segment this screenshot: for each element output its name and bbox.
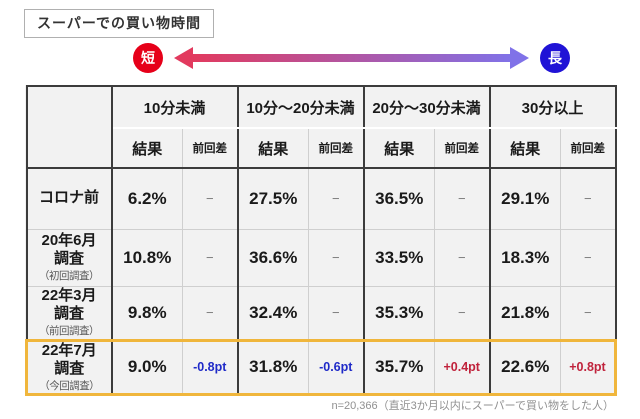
result-cell: 18.3% — [488, 228, 561, 287]
result-header: 結果 — [110, 127, 183, 169]
row-sublabel: （初回調査） — [39, 270, 100, 283]
table-row: 20年6月 調査 （初回調査） 10.8% −36.6% −33.5% −18.3% − — [26, 228, 616, 287]
table-body: コロナ前 6.2% −27.5% −36.5% −29.1% −20年6月 調査 （初回調査）… — [25, 167, 617, 397]
col-group-header: 10分～20分未満 — [236, 85, 364, 129]
result-cell: 9.8% — [110, 285, 183, 341]
result-cell: 32.4% — [236, 285, 309, 341]
result-header: 結果 — [488, 127, 561, 169]
diff-cell: − — [434, 167, 490, 230]
diff-header: 前回差 — [434, 127, 490, 169]
result-header: 結果 — [362, 127, 435, 169]
row-sublabel: （前回調査） — [39, 325, 100, 338]
long-badge: 長 — [540, 43, 570, 73]
results-table: 10分未満 10分～20分未満 20分～30分未満 30分以上 結果 前回差 結果 前回差 結果… — [25, 85, 617, 397]
diff-cell: − — [560, 285, 616, 341]
diff-cell: − — [434, 228, 490, 287]
row-label: 20年6月 調査 （初回調査） — [26, 228, 113, 287]
diff-header: 前回差 — [182, 127, 238, 169]
result-cell: 10.8% — [110, 228, 183, 287]
result-cell: 35.3% — [362, 285, 435, 341]
gradient-double-arrow — [174, 46, 529, 70]
diff-cell: − — [560, 228, 616, 287]
result-cell: 27.5% — [236, 167, 309, 230]
duration-scale: 短 長 — [133, 42, 570, 74]
result-cell: 35.7% — [362, 338, 435, 397]
result-cell: 21.8% — [488, 285, 561, 341]
result-cell: 29.1% — [488, 167, 561, 230]
table-row: 22年7月 調査 （今回調査） 9.0% -0.8pt 31.8% -0.6pt 35.7% +… — [25, 338, 617, 397]
header-row-groups: 10分未満 10分～20分未満 20分～30分未満 30分以上 — [26, 85, 616, 169]
arrow-right-head-icon — [510, 47, 529, 69]
diff-cell: − — [308, 167, 364, 230]
result-cell: 22.6% — [488, 338, 561, 397]
diff-cell: − — [308, 285, 364, 341]
row-label: コロナ前 — [26, 167, 113, 230]
diff-header: 前回差 — [560, 127, 616, 169]
table-row: コロナ前 6.2% −27.5% −36.5% −29.1% − — [26, 167, 616, 230]
corner-cell — [26, 85, 113, 169]
result-cell: 36.6% — [236, 228, 309, 287]
result-header: 結果 — [236, 127, 309, 169]
arrow-shaft — [191, 54, 512, 62]
diff-cell: − — [182, 285, 238, 341]
row-sublabel: （今回調査） — [39, 380, 100, 392]
diff-header: 前回差 — [308, 127, 364, 169]
result-cell: 31.8% — [236, 338, 309, 397]
diff-cell: +0.4pt — [434, 338, 490, 397]
result-cell: 6.2% — [110, 167, 183, 230]
sample-size-note: n=20,366（直近3か月以内にスーパーで買い物をした人） — [331, 400, 614, 412]
diff-cell: -0.8pt — [182, 338, 238, 397]
col-group-header: 20分～30分未満 — [362, 85, 490, 129]
col-group-header: 10分未満 — [110, 85, 238, 129]
table-row: 22年3月 調査 （前回調査） 9.8% −32.4% −35.3% −21.8% − — [26, 285, 616, 341]
row-label: 22年7月 調査 （今回調査） — [25, 338, 113, 397]
result-cell: 33.5% — [362, 228, 435, 287]
diff-cell: − — [182, 167, 238, 230]
arrow-left-head-icon — [174, 47, 193, 69]
diff-cell: -0.6pt — [308, 338, 364, 397]
short-badge: 短 — [133, 43, 163, 73]
diff-cell: − — [308, 228, 364, 287]
col-group-header: 30分以上 — [488, 85, 616, 129]
diff-cell: − — [182, 228, 238, 287]
result-cell: 9.0% — [110, 338, 183, 397]
header-row-sub: 結果 前回差 結果 前回差 結果 前回差 結果 前回差 — [27, 127, 616, 169]
result-cell: 36.5% — [362, 167, 435, 230]
table-head: 10分未満 10分～20分未満 20分～30分未満 30分以上 結果 前回差 結果 前回差 結果… — [26, 85, 616, 169]
diff-cell: − — [434, 285, 490, 341]
diff-cell: − — [560, 167, 616, 230]
diff-cell: +0.8pt — [560, 338, 617, 397]
page-title: スーパーでの買い物時間 — [24, 9, 215, 38]
row-label: 22年3月 調査 （前回調査） — [26, 285, 113, 341]
